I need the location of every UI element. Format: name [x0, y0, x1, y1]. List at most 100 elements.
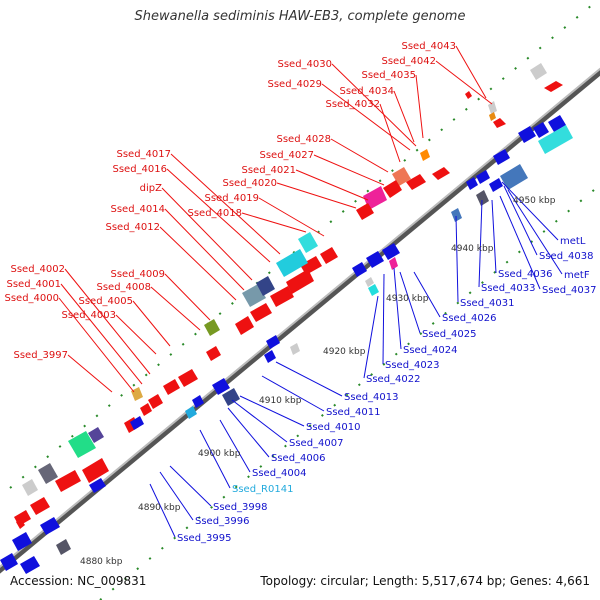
gene-arrow: [352, 262, 367, 277]
gene-label: Ssed_4033: [481, 283, 536, 294]
leader-line: [363, 295, 379, 379]
gene-block: [56, 539, 71, 555]
leader-line: [150, 286, 201, 331]
leader-line: [239, 395, 305, 427]
leader-line: [166, 168, 271, 263]
gene-label: Ssed_4026: [442, 313, 497, 324]
gene-block: [365, 277, 374, 287]
gene-label: Ssed_4013: [344, 392, 399, 403]
gene-arrow: [320, 247, 338, 264]
leader-line: [132, 300, 171, 347]
leader-line: [413, 271, 441, 318]
gene-block: [204, 319, 220, 336]
gene-label: Ssed_4031: [460, 298, 515, 309]
tick-label: 4920 kbp: [323, 347, 366, 357]
accession-text: Accession: NC_009831: [10, 574, 147, 588]
gene-label: Ssed_4030: [277, 59, 332, 70]
gene-block: [131, 387, 143, 401]
gene-arrow: [178, 369, 198, 387]
gene-arrow: [192, 395, 204, 408]
leader-line: [499, 195, 541, 290]
leader-line: [455, 45, 487, 99]
gene-label: Ssed_4005: [78, 296, 133, 307]
gene-block: [488, 101, 497, 114]
leader-line: [275, 361, 343, 397]
leader-line: [261, 375, 325, 412]
gene-label: Ssed_4018: [187, 208, 242, 219]
tick-label: 4940 kbp: [451, 244, 494, 254]
gene-label: Ssed_4017: [116, 149, 171, 160]
gene-label: Ssed_4042: [381, 56, 436, 67]
gene-arrow: [20, 556, 40, 574]
gene-arrow: [493, 118, 506, 128]
gene-label: Ssed_4023: [385, 360, 440, 371]
gene-label: Ssed_4035: [361, 70, 416, 81]
gene-label: metL: [560, 236, 586, 247]
leader-line: [170, 153, 281, 255]
gene-block: [88, 427, 104, 443]
gene-label: Ssed_4037: [542, 285, 597, 296]
leader-line: [393, 267, 402, 350]
leader-line: [227, 407, 270, 458]
gene-block: [68, 431, 96, 458]
leader-line: [399, 271, 421, 334]
genome-title: Shewanella sediminis HAW-EB3, complete g…: [134, 9, 466, 24]
leader-line: [164, 273, 211, 321]
gene-arrow: [140, 403, 152, 416]
gene-block: [530, 63, 547, 80]
gene-arrow: [489, 178, 503, 192]
leader-line: [159, 226, 237, 301]
gene-arrow: [212, 378, 230, 395]
gene-arrow: [476, 170, 490, 184]
gene-arrow: [12, 532, 32, 551]
gene-label: Ssed_4027: [259, 150, 314, 161]
gene-arrow: [406, 174, 426, 190]
leader-line: [382, 273, 385, 365]
gene-arrow: [82, 458, 109, 483]
gene-arrow: [250, 303, 272, 322]
tick-label: 4880 kbp: [80, 557, 123, 567]
gene-label: Ssed_4001: [6, 279, 61, 290]
gene-label: Ssed_4011: [326, 407, 381, 418]
gene-label: Ssed_4000: [4, 293, 59, 304]
leader-line: [415, 74, 424, 139]
leader-line: [159, 471, 194, 521]
gene-label: metF: [564, 270, 590, 281]
gene-block: [290, 343, 300, 355]
leader-line: [60, 283, 143, 385]
gene-label: Ssed_4002: [10, 264, 65, 275]
gene-label: Ssed_4012: [105, 222, 160, 233]
gene-label: Ssed_4034: [339, 86, 394, 97]
gene-arrow: [286, 269, 314, 294]
gene-label: Ssed_4022: [366, 374, 421, 385]
gene-arrow: [465, 91, 472, 99]
gene-arrow: [356, 203, 374, 220]
gene-label: Ssed_4008: [96, 282, 151, 293]
leader-line: [241, 212, 307, 233]
gene-arrow: [544, 81, 563, 92]
gene-block: [451, 208, 462, 222]
gene-block: [500, 164, 528, 190]
gene-arrow: [30, 497, 50, 515]
gene-arrow: [130, 416, 144, 430]
tick-label: 4930 kbp: [386, 294, 429, 304]
leader-line: [219, 419, 251, 473]
leader-line: [491, 199, 497, 274]
gene-label: Ssed_4006: [271, 453, 326, 464]
gene-label: dipZ: [140, 183, 162, 194]
leader-line: [67, 354, 113, 393]
leader-line: [321, 83, 411, 151]
leader-line: [330, 138, 389, 173]
gene-arrow: [382, 243, 400, 260]
leader-line: [313, 154, 385, 186]
gene-label: Ssed_4010: [306, 422, 361, 433]
gene-block: [363, 186, 387, 210]
leader-line: [199, 429, 231, 489]
gene-label: Ssed_4043: [401, 41, 456, 52]
leader-line: [258, 197, 325, 237]
gene-label: Ssed_3998: [213, 502, 268, 513]
tick-label: 4900 kbp: [198, 449, 241, 459]
gene-block: [276, 249, 308, 277]
gene-label: Ssed_4009: [110, 269, 165, 280]
